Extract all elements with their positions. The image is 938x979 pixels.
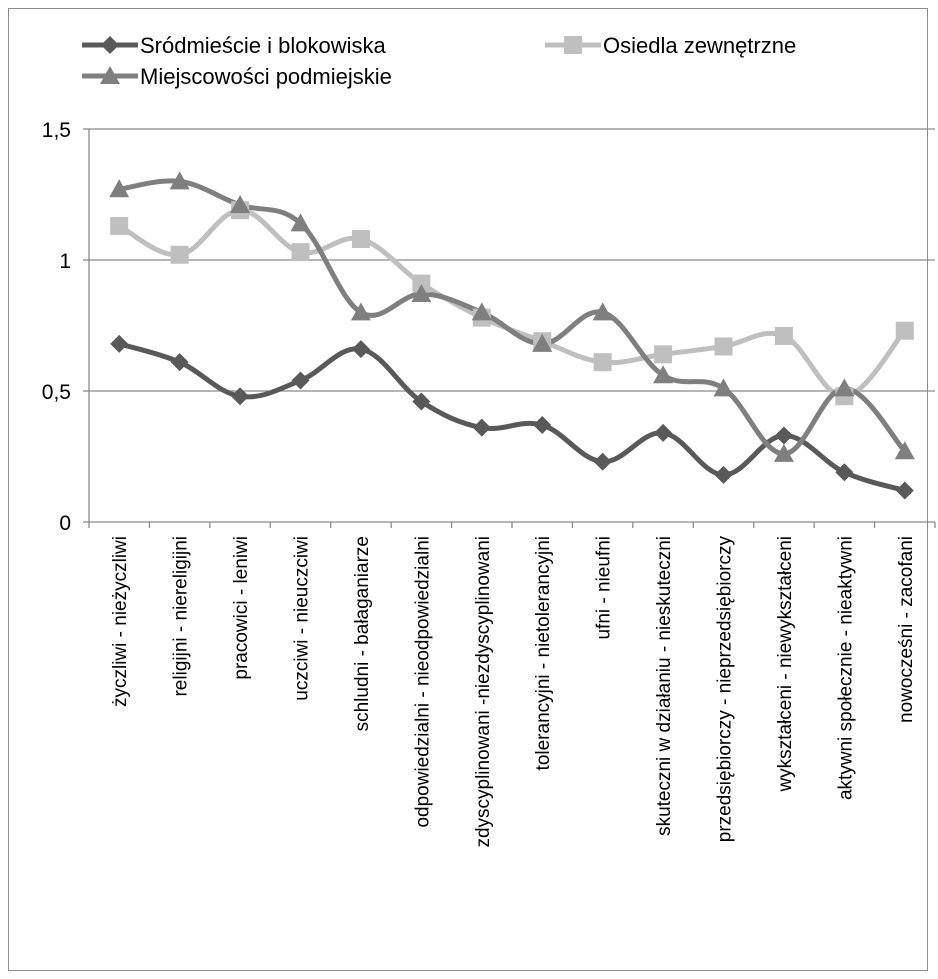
data-point bbox=[350, 302, 371, 321]
data-point bbox=[654, 423, 673, 442]
data-point bbox=[533, 416, 552, 435]
data-point bbox=[834, 378, 855, 397]
data-point bbox=[593, 452, 612, 471]
x-tick-label: tolerancyjni - nietolerancyjni bbox=[533, 536, 554, 770]
legend-marker bbox=[100, 66, 120, 84]
data-point bbox=[895, 321, 914, 340]
data-point bbox=[835, 463, 854, 482]
data-point bbox=[412, 274, 431, 293]
data-point bbox=[110, 334, 129, 353]
y-tick-label: 1 bbox=[59, 250, 71, 273]
y-tick-label: 0 bbox=[59, 512, 71, 535]
legend-label: Miejscowości podmiejskie bbox=[140, 64, 392, 89]
data-point bbox=[895, 481, 914, 500]
legend-label: Osiedla zewnętrzne bbox=[603, 33, 796, 58]
x-tick-label: schludni - bałaganiarze bbox=[352, 536, 373, 731]
data-point bbox=[411, 284, 432, 303]
data-point bbox=[231, 387, 250, 406]
series-line bbox=[117, 207, 907, 399]
data-point bbox=[774, 426, 793, 445]
data-point bbox=[592, 302, 613, 321]
data-point bbox=[653, 365, 674, 384]
x-tick-label: aktywni społecznie - nieaktywni bbox=[835, 536, 856, 800]
x-tick-label: życzliwi - nieżyczliwi bbox=[110, 536, 131, 707]
legend-marker bbox=[564, 36, 582, 54]
data-point bbox=[291, 371, 310, 390]
data-point bbox=[471, 302, 492, 321]
data-point bbox=[351, 340, 370, 359]
data-point bbox=[291, 243, 310, 262]
data-point bbox=[714, 465, 733, 484]
data-point bbox=[774, 326, 793, 345]
legend-marker bbox=[101, 36, 119, 54]
data-point bbox=[773, 443, 794, 462]
data-point bbox=[532, 333, 553, 352]
data-point bbox=[170, 353, 189, 372]
data-point bbox=[351, 230, 370, 249]
series-line bbox=[118, 341, 906, 493]
legend-label: Sródmieście i blokowiska bbox=[140, 33, 387, 58]
data-point bbox=[713, 378, 734, 397]
data-point bbox=[230, 194, 251, 213]
data-point bbox=[109, 179, 130, 198]
x-tick-label: nowocześni - zacofani bbox=[896, 536, 917, 723]
data-point bbox=[894, 441, 915, 460]
data-point bbox=[654, 345, 673, 364]
x-tick-label: religijni - niereligijni bbox=[171, 536, 192, 697]
y-tick-label: 1,5 bbox=[42, 119, 71, 142]
y-tick-label: 0,5 bbox=[42, 381, 71, 404]
data-point bbox=[110, 216, 129, 235]
chart-frame bbox=[8, 8, 928, 971]
x-tick-label: uczciwi - nieuczciwi bbox=[292, 536, 313, 701]
x-tick-label: wykształceni - niewykształceni bbox=[775, 536, 796, 793]
data-point bbox=[170, 245, 189, 264]
data-point bbox=[472, 418, 491, 437]
series-line bbox=[118, 178, 907, 457]
x-tick-label: przedsiębiorczy - nieprzedsiębiorczy bbox=[715, 536, 736, 843]
x-tick-label: zdyscyplinowani -niezdyscyplinowani bbox=[473, 536, 494, 848]
x-tick-label: odpowiedzialni - nieodpowiedzialni bbox=[412, 536, 433, 828]
data-point bbox=[169, 171, 190, 190]
data-point bbox=[412, 392, 431, 411]
data-point bbox=[290, 213, 311, 232]
data-point bbox=[593, 353, 612, 372]
x-tick-label: skuteczni w działaniu - nieskuteczni bbox=[654, 536, 675, 836]
x-tick-label: ufni - nieufni bbox=[594, 536, 615, 640]
data-point bbox=[714, 337, 733, 356]
x-tick-label: pracowici - leniwi bbox=[231, 536, 252, 680]
